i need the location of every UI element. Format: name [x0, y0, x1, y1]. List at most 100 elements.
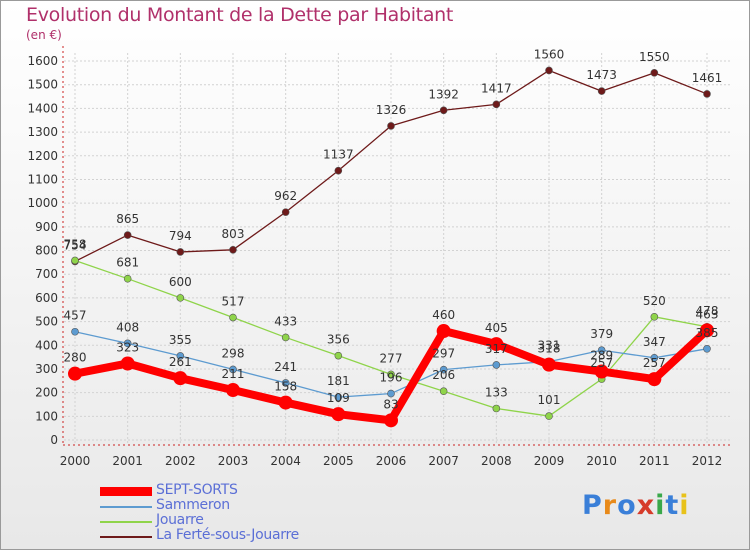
data-label: 211 [222, 367, 245, 381]
legend-label: Jouarre [156, 512, 204, 528]
y-tick-label: 600 [35, 291, 58, 305]
data-label: 355 [169, 333, 192, 347]
data-label: 463 [696, 307, 719, 321]
data-label: 1137 [323, 148, 354, 162]
data-label: 865 [116, 212, 139, 226]
data-label: 241 [274, 360, 297, 374]
data-point [439, 106, 448, 115]
y-tick-label: 1600 [27, 54, 58, 68]
y-tick-label: 300 [35, 362, 58, 376]
data-label: 520 [643, 294, 666, 308]
data-point [650, 354, 659, 362]
data-label: 379 [590, 327, 613, 341]
x-tick-label: 2003 [218, 454, 249, 468]
data-point [703, 90, 711, 98]
x-tick-label: 2008 [481, 454, 512, 468]
data-point [387, 122, 395, 130]
data-point [229, 365, 237, 374]
data-label: 297 [432, 347, 455, 361]
x-tick-label: 2011 [639, 454, 670, 468]
data-label: 317 [485, 342, 508, 356]
data-point [384, 413, 398, 428]
data-label: 133 [485, 385, 508, 399]
y-tick-label: 1000 [27, 196, 58, 210]
data-point [281, 208, 290, 216]
y-tick-label: 100 [35, 409, 58, 423]
data-point [226, 383, 240, 398]
proxiti-logo: Proxiti [582, 490, 690, 521]
data-label: 385 [696, 326, 719, 340]
data-point [71, 327, 79, 336]
data-point [334, 166, 343, 175]
x-tick-label: 2000 [60, 454, 91, 468]
data-point [281, 379, 290, 387]
data-point [68, 366, 82, 381]
data-point [176, 294, 185, 302]
data-point [492, 361, 501, 369]
data-point [436, 324, 451, 339]
logo-letter: t [665, 490, 680, 521]
x-tick-label: 2001 [112, 454, 143, 468]
data-label: 347 [643, 335, 666, 349]
data-label: 158 [274, 380, 297, 394]
logo-letter: i [655, 490, 666, 521]
data-point [489, 337, 504, 352]
x-tick-label: 2007 [428, 454, 459, 468]
data-point [173, 371, 188, 386]
data-point [542, 357, 556, 372]
y-tick-label: 200 [35, 386, 58, 400]
data-label: 1550 [639, 50, 670, 64]
x-tick-label: 2009 [534, 454, 565, 468]
data-label: 460 [432, 308, 455, 322]
data-point [439, 365, 448, 374]
x-tick-label: 2010 [586, 454, 617, 468]
data-point [439, 387, 448, 396]
data-label: 758 [64, 237, 87, 251]
x-tick-label: 2012 [692, 454, 723, 468]
data-point [278, 395, 293, 410]
data-point [71, 256, 79, 265]
series-layer [68, 66, 714, 428]
y-tick-label: 400 [35, 338, 58, 352]
legend-label: La Ferté-sous-Jouarre [156, 527, 299, 543]
legend-swatch [100, 536, 152, 538]
data-point [331, 407, 346, 422]
data-label: 298 [222, 346, 245, 360]
data-point [387, 370, 395, 379]
line-chart: 0 100 200 300 400 500 600 700 800 900 1000 1100 1200… [27, 46, 730, 468]
data-point [492, 404, 501, 413]
data-point [176, 352, 185, 360]
data-label: 433 [274, 314, 297, 328]
logo-letter: o [617, 490, 637, 521]
y-tick-label: 1200 [27, 149, 58, 163]
data-label: 794 [169, 229, 192, 243]
legend-swatch [100, 487, 152, 496]
data-point [229, 313, 237, 322]
data-label: 109 [327, 391, 350, 405]
data-point [229, 245, 237, 254]
data-label: 83 [383, 397, 398, 411]
y-tick-label: 1100 [27, 172, 58, 186]
data-label: 323 [116, 340, 139, 354]
data-label: 257 [590, 356, 613, 370]
data-label: 405 [485, 321, 508, 335]
y-tick-label: 900 [35, 220, 58, 234]
data-label: 261 [169, 355, 192, 369]
chart-subtitle: (en €) [26, 28, 62, 42]
data-label: 1326 [376, 103, 407, 117]
x-tick-label: 2002 [165, 454, 196, 468]
data-point [545, 412, 553, 420]
x-tick-label: 2006 [376, 454, 407, 468]
data-label: 289 [590, 349, 613, 363]
data-label: 280 [64, 351, 87, 365]
data-label: 408 [116, 320, 139, 334]
data-label: 277 [380, 351, 403, 365]
data-label-layer: 754 865 794 803 962 1137 1326 1392 1417 1560 1473 1… [64, 47, 723, 411]
data-label: 754 [64, 238, 87, 252]
data-label: 206 [432, 368, 455, 382]
chart-title: Evolution du Montant de la Dette par Hab… [26, 4, 454, 26]
data-point [647, 372, 662, 387]
logo-letter: P [582, 490, 603, 521]
logo-letter: i [679, 490, 690, 521]
